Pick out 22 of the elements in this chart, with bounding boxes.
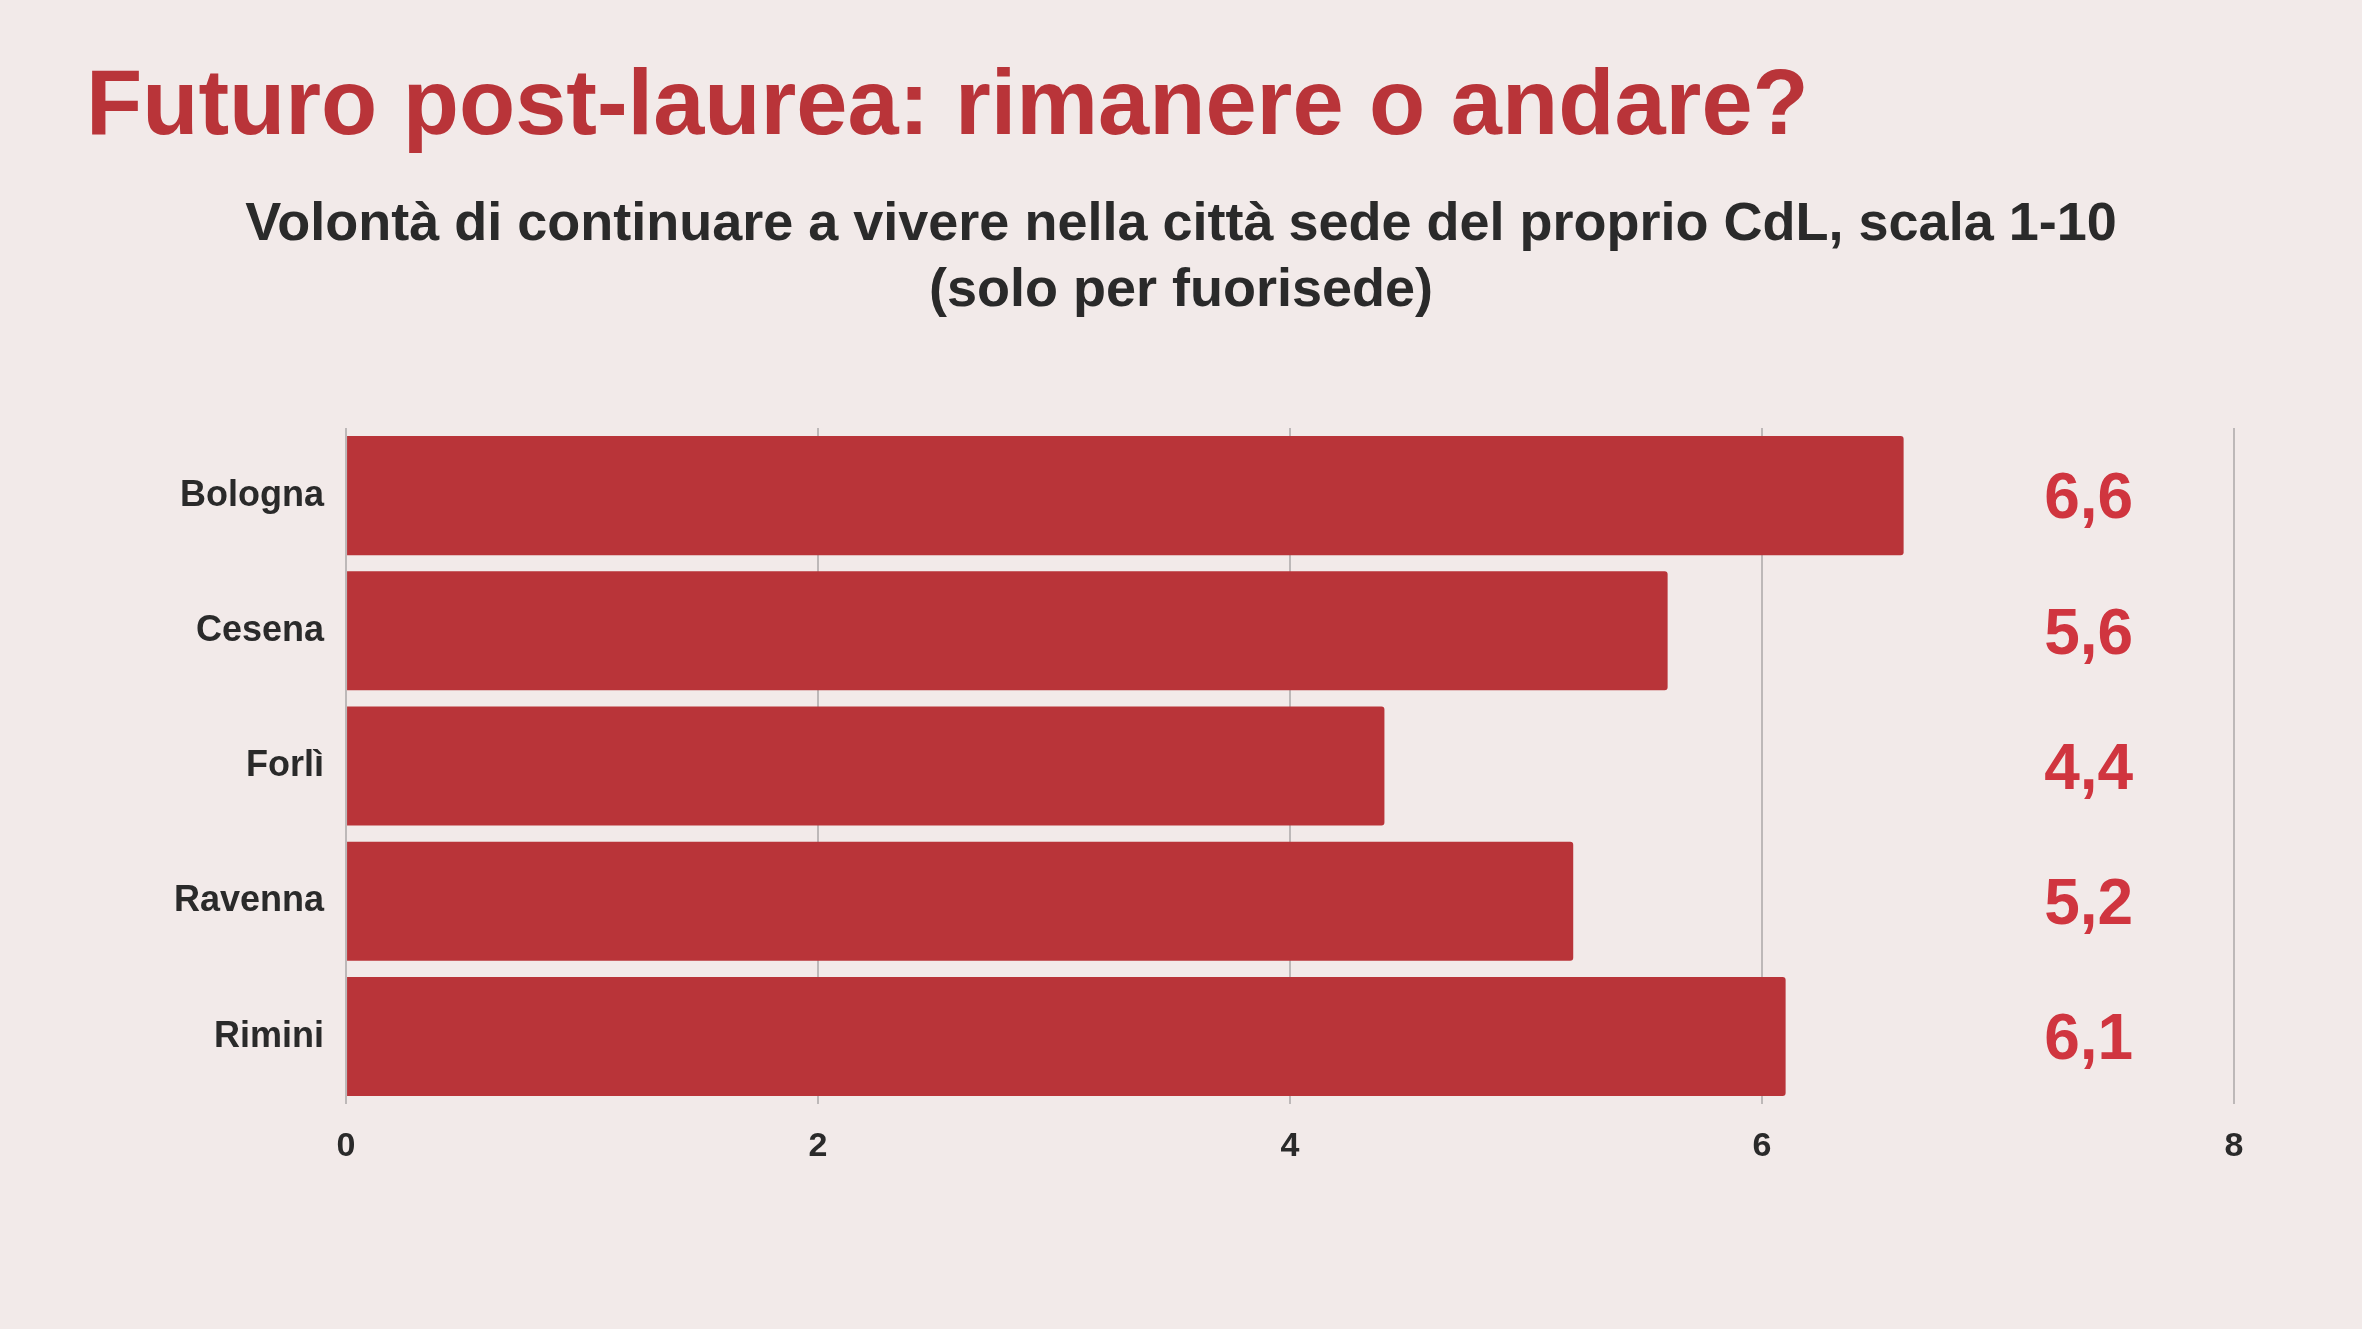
data-label: 6,1	[2044, 1001, 2134, 1074]
y-tick-label: Rimini	[214, 1013, 325, 1055]
y-tick-label: Forlì	[246, 743, 325, 785]
y-tick-label: Cesena	[195, 607, 326, 649]
data-label: 6,6	[2044, 460, 2134, 533]
x-tick-label: 6	[1752, 1124, 1772, 1163]
y-tick-label: Ravenna	[173, 878, 326, 920]
bar	[347, 977, 1786, 1097]
x-tick-label: 8	[2224, 1124, 2244, 1163]
data-label: 5,6	[2044, 595, 2134, 668]
bar	[347, 706, 1385, 826]
chart-subtitle: Volontà di continuare a vivere nella città sede del proprio CdL, scala 1-10 (solo per fuorisede)	[244, 190, 2118, 319]
chart-title: Futuro post-laurea: rimanere o andare?	[86, 50, 1809, 155]
bar	[347, 841, 1574, 961]
x-tick-label: 2	[808, 1124, 828, 1163]
y-tick-label: Bologna	[180, 472, 326, 514]
data-label: 5,2	[2044, 865, 2134, 938]
bar	[347, 571, 1668, 691]
bar	[347, 436, 1904, 556]
x-tick-label: 0	[336, 1124, 356, 1163]
data-label: 4,4	[2044, 730, 2134, 803]
x-tick-label: 4	[1280, 1124, 1300, 1163]
